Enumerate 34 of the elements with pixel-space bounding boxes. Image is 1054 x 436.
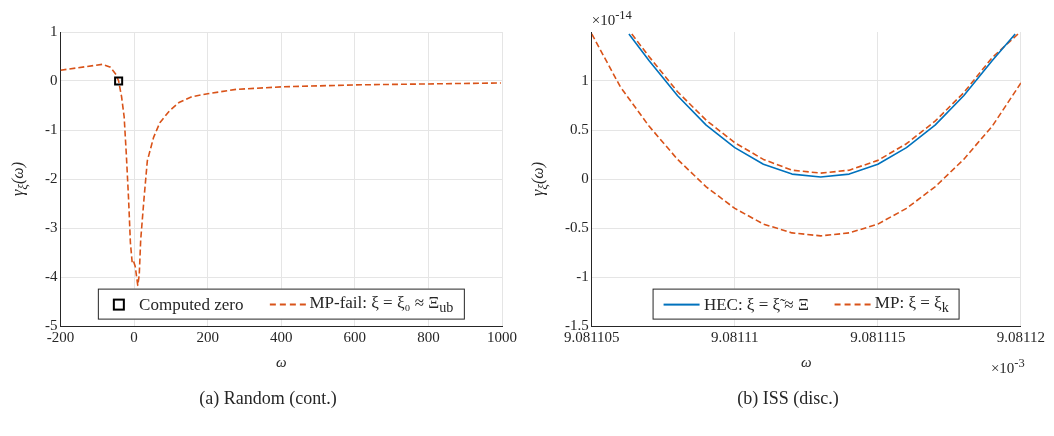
- text: (b) ISS (disc.): [736, 388, 840, 409]
- x-tick-label: 9.08112: [996, 328, 1045, 345]
- y-tick-label: 1: [50, 22, 58, 39]
- legend-label: MP: ξ = ξ$_{k}$: [874, 292, 949, 316]
- y-tick-label: -3: [45, 218, 58, 235]
- x-axis-title: ω: [801, 353, 812, 370]
- line-series: [60, 63, 502, 287]
- text: ×10$^{-3}$: [990, 356, 1025, 377]
- text: ×10$^{-14}$: [591, 8, 632, 29]
- x-tick-label: 1000: [487, 328, 517, 345]
- legend-label: Computed zero: [139, 294, 244, 315]
- y-tick-label: -4: [45, 267, 58, 284]
- text: (a) Random (cont.): [198, 388, 338, 409]
- y-tick-label: -0.5: [565, 218, 589, 235]
- x-tick-label: 200: [196, 328, 219, 345]
- y-tick-label: -1: [576, 267, 589, 284]
- y-tick-label: -1.5: [565, 316, 589, 333]
- y-tick-label: 0: [581, 169, 589, 186]
- x-axis-title: ω: [275, 353, 287, 370]
- x-tick-label: 9.08111: [710, 328, 759, 345]
- y-tick-label: -5: [45, 316, 58, 333]
- legend-label: MP-fail: ξ = ξ₀ ≈ Ξ$_{ub}$: [309, 292, 454, 316]
- y-tick-label: -2: [45, 169, 58, 186]
- y-tick-label: 0: [50, 71, 58, 88]
- y-tick-label: -1: [45, 120, 58, 137]
- x-tick-label: 600: [343, 328, 367, 345]
- line-series: [591, 33, 1021, 237]
- y-tick-label: 1: [581, 71, 589, 88]
- x-tick-label: 0: [130, 328, 138, 345]
- y-tick-label: 0.5: [570, 120, 589, 137]
- legend-label: HEC: ξ = ξ̃ ≈ Ξ: [703, 294, 809, 315]
- x-tick-label: 800: [417, 328, 440, 345]
- x-tick-label: 400: [270, 328, 293, 345]
- x-tick-label: 9.081115: [850, 328, 906, 345]
